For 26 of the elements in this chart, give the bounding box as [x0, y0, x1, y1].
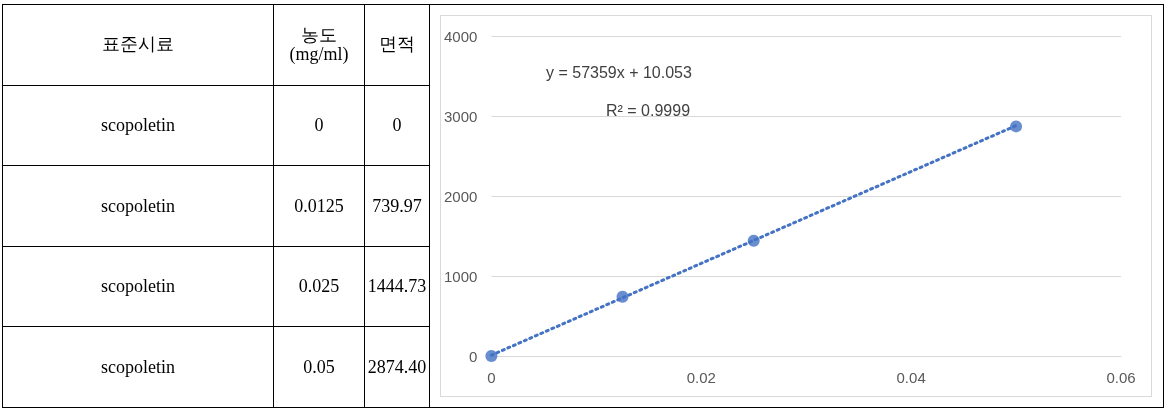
- text: 2874.40: [366, 356, 428, 377]
- text: 0.0125: [293, 195, 345, 216]
- text: 표준시료: [101, 34, 175, 55]
- annotation: y = 57359x + 10.053: [546, 63, 692, 81]
- y-tick-label: 4000: [443, 27, 478, 45]
- text: 739.97: [371, 195, 423, 216]
- text: scopoletin: [100, 356, 176, 377]
- y-tick-label: 0: [469, 347, 478, 365]
- y-tick-label: 3000: [443, 107, 478, 125]
- text: 0.025: [297, 276, 341, 297]
- text: 0.05: [302, 356, 336, 377]
- x-tick-label: 0: [487, 369, 496, 386]
- text: 0: [313, 114, 325, 135]
- text: 면적: [378, 34, 416, 55]
- x-tick-label: 0.04: [896, 369, 926, 386]
- text: 0: [391, 114, 403, 135]
- text: scopoletin: [100, 195, 176, 216]
- y-tick-label: 1000: [443, 267, 478, 285]
- annotation: R² = 0.9999: [606, 101, 691, 119]
- x-tick-label: 0.06: [1106, 369, 1136, 386]
- text: scopoletin: [100, 276, 176, 297]
- text: 1444.73: [366, 276, 428, 297]
- text: scopoletin: [100, 114, 176, 135]
- x-tick-label: 0.02: [686, 369, 716, 386]
- text: 농도 (mg/ml): [288, 24, 350, 64]
- y-tick-label: 2000: [443, 187, 478, 205]
